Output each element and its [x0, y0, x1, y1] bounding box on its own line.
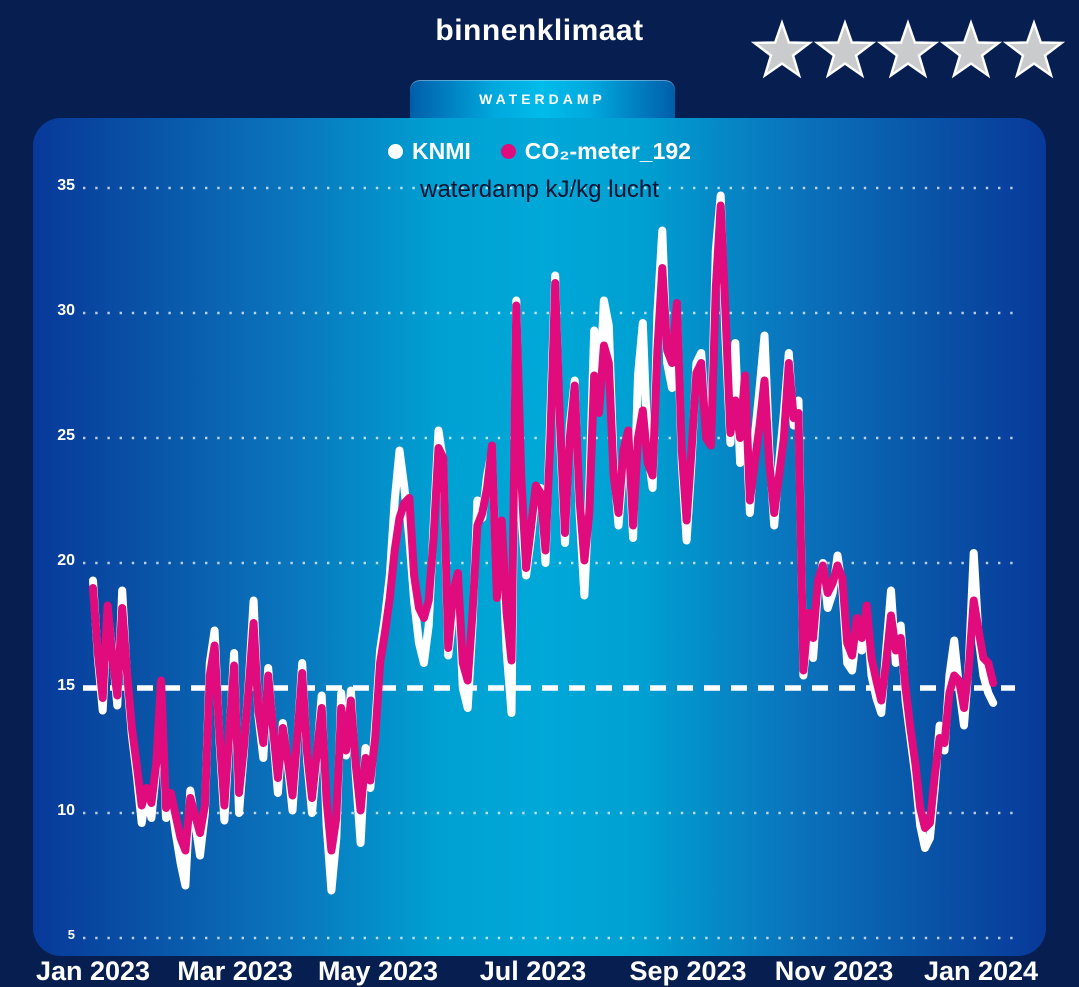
page-title: binnenklimaat	[435, 14, 644, 47]
x-axis-label: Jan 2023	[35, 956, 151, 986]
y-axis-label: 25	[57, 427, 75, 444]
y-axis-label: 15	[57, 677, 75, 694]
co2-meter-series-dot	[500, 144, 516, 159]
star-icon	[1003, 19, 1065, 79]
y-axis-label: 20	[57, 552, 75, 569]
chart-canvas	[83, 186, 1015, 940]
y-axis-label: 35	[57, 177, 75, 194]
x-axis-label: Mar 2023	[177, 956, 293, 986]
x-axis-label: Jan 2024	[923, 956, 1039, 986]
star-icon	[751, 19, 813, 79]
star-rating	[751, 18, 1065, 80]
tab-waterdamp[interactable]: WATERDAMP	[410, 80, 675, 118]
knmi-series-label: KNMI	[412, 138, 471, 164]
chart-legend: KNMI CO₂-meter_192	[33, 138, 1046, 165]
y-axis-label: 5	[67, 927, 75, 942]
x-axis-label: May 2023	[317, 956, 439, 986]
legend-item-co2-meter: CO₂-meter_192	[500, 138, 691, 165]
star-icon	[814, 19, 876, 79]
chart-subtitle: waterdamp kJ/kg lucht	[420, 176, 659, 203]
x-axis-label: Jul 2023	[479, 956, 587, 986]
knmi-series-dot	[388, 144, 403, 159]
legend-item-knmi: KNMI	[388, 138, 471, 165]
star-icon	[877, 19, 939, 79]
co2-meter-series-label: CO₂-meter_192	[524, 138, 691, 164]
x-axis-label: Sep 2023	[629, 956, 747, 986]
y-axis-label: 10	[57, 802, 75, 819]
chart-panel: KNMI CO₂-meter_192 waterdamp kJ/kg lucht	[33, 118, 1046, 956]
star-icon	[940, 19, 1002, 79]
y-axis-label: 30	[57, 302, 75, 319]
x-axis-label: Nov 2023	[774, 956, 894, 986]
